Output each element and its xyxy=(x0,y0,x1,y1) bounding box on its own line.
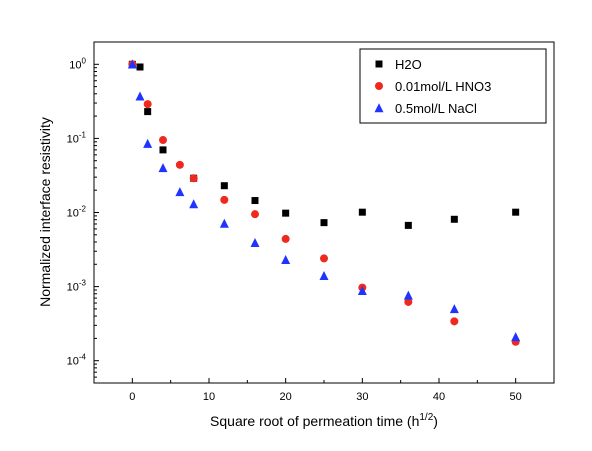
data-point xyxy=(403,290,413,300)
x-tick-label: 40 xyxy=(433,391,445,403)
data-point xyxy=(159,136,167,145)
data-point xyxy=(143,138,153,148)
legend-marker-1 xyxy=(375,82,383,90)
data-point xyxy=(220,182,228,190)
x-axis-label-base: Square root of permeation time (h xyxy=(210,413,419,429)
y-axis-label: Normalized interface resistivity xyxy=(37,117,53,307)
data-point xyxy=(251,197,259,205)
x-tick-label: 20 xyxy=(280,391,292,403)
legend-marker-0 xyxy=(375,60,383,68)
data-point xyxy=(282,209,290,217)
x-tick-label: 30 xyxy=(356,391,368,403)
y-tick-label-base: 10 xyxy=(67,356,79,368)
data-point xyxy=(511,332,521,342)
y-tick-label-exp: -4 xyxy=(79,353,87,362)
data-point xyxy=(358,208,366,216)
data-point xyxy=(449,304,459,314)
y-tick-label-base: 10 xyxy=(67,133,79,145)
legend-box xyxy=(359,48,547,124)
data-point xyxy=(251,210,259,219)
y-tick-label-base: 10 xyxy=(67,282,79,294)
data-point xyxy=(404,297,413,306)
data-point xyxy=(144,108,152,116)
data-point xyxy=(319,271,329,281)
series-1 xyxy=(128,60,520,346)
x-tick-label: 50 xyxy=(510,391,522,403)
legend: H2O 0.01mol/L HNO3 0.5mol/L NaCl xyxy=(359,48,547,124)
y-tick-label-exp: 0 xyxy=(82,56,87,65)
x-axis-label: Square root of permeation time (h1/2) xyxy=(210,412,438,429)
data-point xyxy=(189,174,198,183)
data-point xyxy=(320,219,328,227)
y-tick-label-exp: -2 xyxy=(79,205,87,214)
data-point xyxy=(175,160,184,169)
series-2 xyxy=(127,59,521,342)
x-axis-label-tail: ) xyxy=(433,413,438,429)
data-point xyxy=(320,254,328,263)
legend-marker-2 xyxy=(374,103,384,113)
x-axis-label-sup: 1/2 xyxy=(419,412,433,423)
data-point xyxy=(281,255,291,265)
x-tick-label: 0 xyxy=(129,391,135,403)
legend-items: H2O 0.01mol/L HNO3 0.5mol/L NaCl xyxy=(374,57,491,116)
data-point xyxy=(512,208,520,216)
data-point xyxy=(281,234,290,243)
data-point xyxy=(250,238,260,248)
y-tick-label-exp: -3 xyxy=(79,279,87,288)
y-tick-label: 10-4 xyxy=(67,353,87,368)
x-tick-label: 10 xyxy=(203,391,215,403)
data-point xyxy=(143,100,152,109)
y-tick-label: 10-3 xyxy=(67,279,87,294)
data-marks xyxy=(127,59,521,346)
data-point xyxy=(127,59,137,69)
data-point xyxy=(450,215,458,223)
legend-label-2: 0.5mol/L NaCl xyxy=(395,101,477,116)
legend-label-1: 0.01mol/L HNO3 xyxy=(395,79,491,94)
y-tick-label-base: 10 xyxy=(67,208,79,220)
data-point xyxy=(220,195,229,204)
data-point xyxy=(189,199,199,209)
data-point xyxy=(175,187,185,197)
legend-label-0: H2O xyxy=(395,57,422,72)
y-tick-label: 10-1 xyxy=(67,130,87,145)
data-point xyxy=(219,218,229,228)
data-point xyxy=(450,317,459,326)
y-tick-label: 10-2 xyxy=(67,205,87,220)
y-tick-label: 100 xyxy=(69,56,86,71)
data-point xyxy=(135,91,145,101)
data-point xyxy=(357,285,367,295)
data-point xyxy=(404,221,412,229)
data-point xyxy=(158,163,168,173)
y-tick-label-exp: -1 xyxy=(79,130,87,139)
y-tick-label-base: 10 xyxy=(69,59,81,71)
data-point xyxy=(159,146,167,154)
data-point xyxy=(136,63,144,71)
